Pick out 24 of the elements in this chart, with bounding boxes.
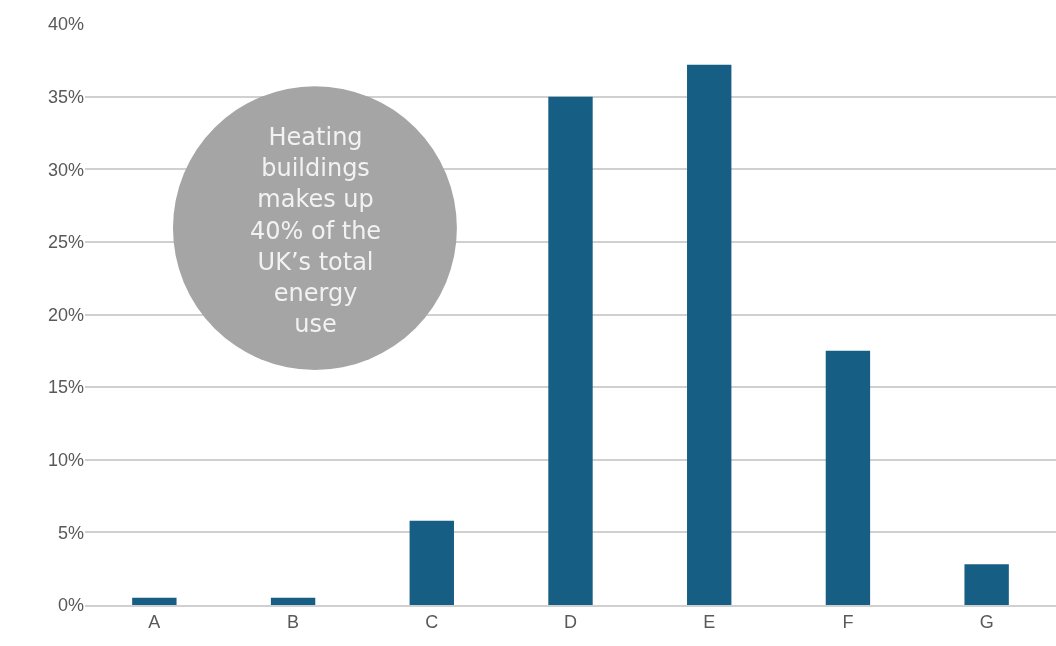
- x-tick-label: B: [287, 612, 300, 633]
- bar: [548, 96, 593, 605]
- y-tick-label: 35%: [47, 86, 84, 107]
- x-tick-label: E: [703, 612, 716, 633]
- annotation: Heating buildings makes up 40% of the UK’s total energy use: [250, 123, 382, 339]
- bar: [409, 520, 454, 605]
- bar: [825, 350, 871, 605]
- x-tick-label: A: [148, 612, 161, 633]
- y-tick-label: 15%: [47, 377, 84, 398]
- y-tick-label: 30%: [47, 159, 84, 180]
- y-tick-label: 20%: [47, 304, 84, 325]
- y-tick-label: 5%: [57, 522, 84, 543]
- x-tick-label: F: [842, 612, 854, 633]
- bar: [964, 564, 1009, 605]
- bar: [687, 64, 732, 605]
- bar: [270, 597, 316, 605]
- y-tick-label: 0%: [57, 595, 84, 616]
- y-tick-label: 25%: [47, 232, 84, 253]
- y-tick-label: 10%: [47, 450, 84, 471]
- bar: [132, 597, 177, 605]
- x-tick-label: G: [979, 612, 994, 633]
- y-tick-label: 40%: [47, 14, 84, 35]
- x-tick-label: C: [425, 612, 439, 633]
- x-tick-label: D: [564, 612, 577, 633]
